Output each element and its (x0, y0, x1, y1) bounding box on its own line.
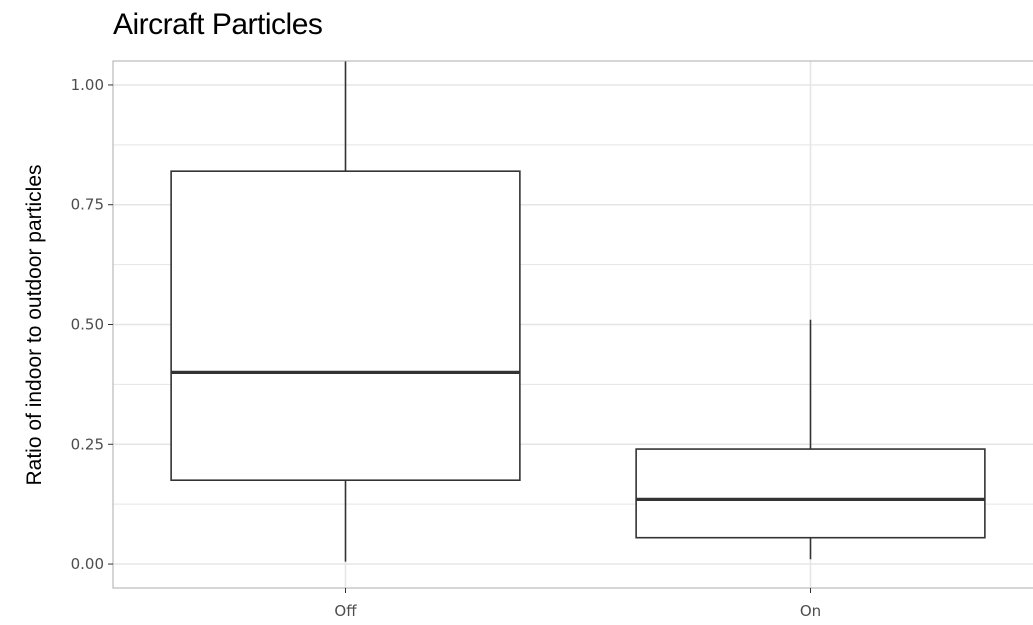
interquartile-box (170, 170, 521, 482)
y-axis-ticks: 0.00 0.25 0.50 0.75 1.00 (71, 76, 113, 573)
y-tick-label: 0.50 (71, 316, 104, 334)
box-on (635, 319, 986, 560)
x-tick-label: On (800, 602, 821, 620)
box-off (170, 61, 521, 562)
y-tick-label: 1.00 (71, 76, 104, 94)
x-axis-ticks: Off On (334, 588, 821, 620)
x-tick-label: Off (334, 602, 357, 620)
chart-title: Aircraft Particles (113, 8, 323, 41)
y-axis-title: Ratio of indoor to outdoor particles (23, 164, 46, 485)
interquartile-box (635, 448, 986, 539)
y-tick-label: 0.00 (71, 555, 104, 573)
y-tick-label: 0.75 (71, 196, 104, 214)
boxplots (170, 61, 986, 562)
y-tick-label: 0.25 (71, 435, 104, 453)
